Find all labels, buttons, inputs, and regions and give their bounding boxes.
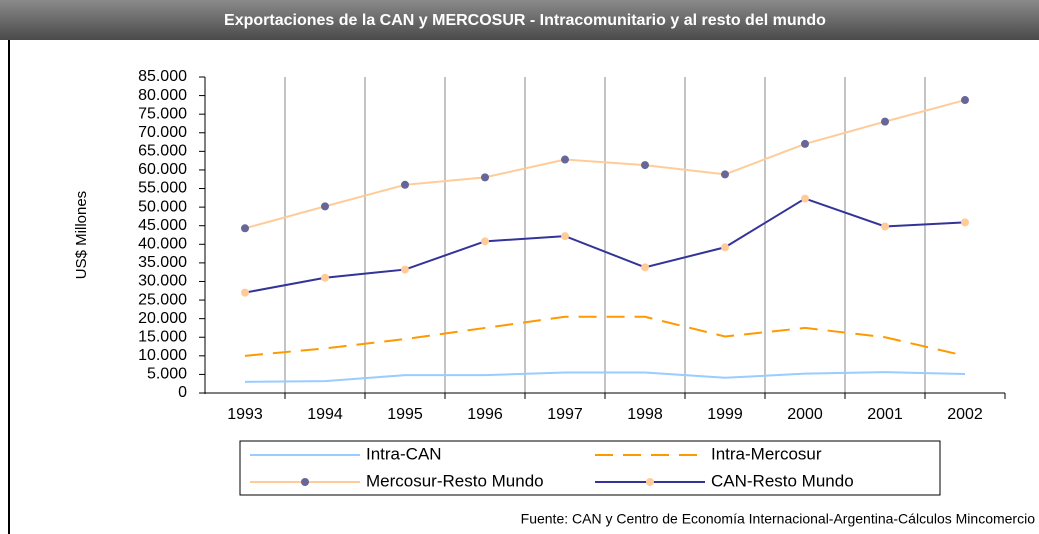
series-marker — [321, 273, 329, 282]
y-tick-label: 0 — [178, 384, 187, 401]
y-tick-label: 45.000 — [138, 217, 187, 234]
series-marker — [561, 232, 569, 241]
x-tick-label: 1993 — [227, 406, 263, 423]
chart-title: Exportaciones de la CAN y MERCOSUR - Int… — [224, 12, 826, 29]
legend-box — [239, 440, 941, 496]
y-axis-label: US$ Millones — [73, 191, 90, 279]
y-tick-label: 30.000 — [138, 273, 187, 290]
y-tick-label: 55.000 — [138, 180, 187, 197]
y-tick-label: 15.000 — [138, 328, 187, 345]
series-line — [244, 371, 966, 383]
series-marker — [721, 170, 729, 179]
series-marker — [401, 180, 409, 189]
y-tick-label: 75.000 — [138, 105, 187, 122]
series-marker — [641, 263, 649, 272]
legend-label: CAN-Resto Mundo — [711, 471, 854, 490]
series-marker — [481, 237, 489, 246]
series-marker — [641, 161, 649, 170]
y-tick-label: 20.000 — [138, 310, 187, 327]
y-tick-label: 35.000 — [138, 254, 187, 271]
series-marker — [321, 202, 329, 211]
series-marker — [241, 288, 249, 297]
x-tick-label: 2000 — [787, 406, 823, 423]
legend-marker — [301, 478, 309, 486]
series-line — [244, 315, 966, 357]
series-marker — [721, 243, 729, 252]
legend-label: Intra-CAN — [366, 444, 442, 463]
x-tick-label: 1999 — [707, 406, 743, 423]
series-marker — [881, 117, 889, 126]
y-tick-label: 70.000 — [138, 124, 187, 141]
x-tick-label: 2002 — [947, 406, 983, 423]
x-tick-label: 1998 — [627, 406, 663, 423]
title-bar — [0, 0, 1039, 40]
y-tick-label: 40.000 — [138, 236, 187, 253]
series-marker — [801, 194, 809, 203]
series-marker — [401, 265, 409, 274]
x-tick-label: 1994 — [307, 406, 343, 423]
series-marker — [241, 224, 249, 233]
legend-marker — [646, 478, 654, 486]
series-line — [244, 99, 966, 230]
legend-label: Intra-Mercosur — [711, 444, 822, 463]
y-tick-label: 60.000 — [138, 161, 187, 178]
series-marker — [881, 222, 889, 231]
series-line — [244, 197, 966, 294]
series-marker — [561, 155, 569, 164]
x-tick-label: 1996 — [467, 406, 503, 423]
x-tick-label: 1997 — [547, 406, 583, 423]
x-tick-label: 2001 — [867, 406, 903, 423]
series-marker — [801, 139, 809, 148]
y-tick-label: 10.000 — [138, 347, 187, 364]
y-tick-label: 50.000 — [138, 198, 187, 215]
series-marker — [961, 218, 969, 227]
y-tick-label: 80.000 — [138, 87, 187, 104]
y-tick-label: 25.000 — [138, 291, 187, 308]
source-note: Fuente: CAN y Centro de Economía Interna… — [521, 511, 1036, 527]
y-tick-label: 85.000 — [138, 68, 187, 85]
series-marker — [481, 173, 489, 182]
y-tick-label: 5.000 — [147, 366, 187, 383]
legend-label: Mercosur-Resto Mundo — [366, 471, 544, 490]
y-tick-label: 65.000 — [138, 143, 187, 160]
x-tick-label: 1995 — [387, 406, 423, 423]
series-marker — [961, 96, 969, 105]
